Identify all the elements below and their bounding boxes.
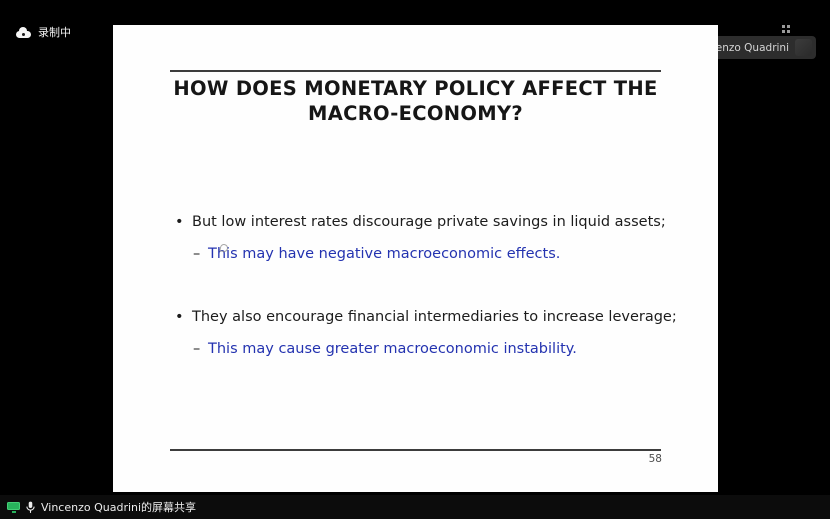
screen-share-icon <box>7 501 20 513</box>
sub-bullet-marker: – <box>193 341 201 357</box>
bullet-item-2: • They also encourage financial intermed… <box>175 309 677 325</box>
slide-title: HOW DOES MONETARY POLICY AFFECT THE MACR… <box>113 76 718 126</box>
sub-bullet-marker: – <box>193 246 201 262</box>
share-bar-label: Vincenzo Quadrini的屏幕共享 <box>41 501 197 514</box>
sub-bullet-item-1: – This may have negative macroeconomic e… <box>193 246 560 262</box>
bullet-marker: • <box>175 309 184 325</box>
recording-label: 录制中 <box>38 26 71 39</box>
screen-share-bar: Vincenzo Quadrini的屏幕共享 <box>0 495 830 519</box>
slide-title-line1: HOW DOES MONETARY POLICY AFFECT THE <box>173 77 658 100</box>
slide-bottom-rule <box>170 449 661 451</box>
speaker-avatar <box>795 39 812 56</box>
sub-bullet-item-2: – This may cause greater macroeconomic i… <box>193 341 577 357</box>
shared-slide: HOW DOES MONETARY POLICY AFFECT THE MACR… <box>113 25 718 492</box>
bullet-item-1: • But low interest rates discourage priv… <box>175 214 666 230</box>
slide-page-number: 58 <box>648 453 662 465</box>
sub-bullet-text: This may have negative macroeconomic eff… <box>208 246 561 262</box>
expand-handle-icon[interactable] <box>782 25 790 33</box>
bullet-marker: • <box>175 214 184 230</box>
recording-indicator: 录制中 <box>16 24 71 40</box>
slide-title-line2: MACRO-ECONOMY? <box>308 102 523 125</box>
sub-bullet-text: This may cause greater macroeconomic ins… <box>208 341 577 357</box>
microphone-icon <box>26 501 35 513</box>
bullet-text: They also encourage financial intermedia… <box>192 309 677 325</box>
cloud-recording-icon <box>16 26 31 38</box>
bullet-text: But low interest rates discourage privat… <box>192 214 666 230</box>
slide-top-rule <box>170 70 661 72</box>
